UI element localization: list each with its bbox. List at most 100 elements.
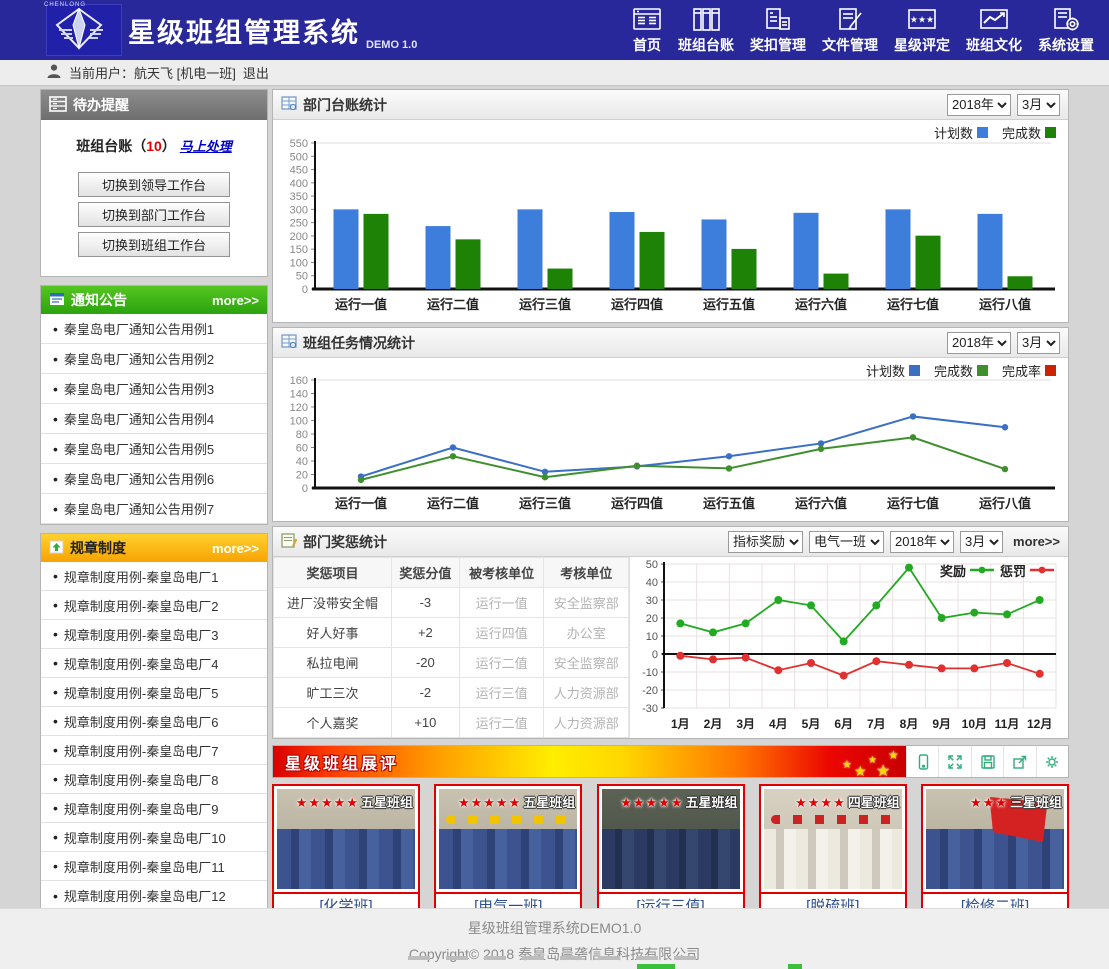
reward-header: 部门奖惩统计 指标奖励 电气一班 2018年 3月 more>> xyxy=(273,527,1068,557)
rules-more-link[interactable]: more>> xyxy=(212,540,259,556)
task-year-select[interactable]: 2018年 xyxy=(947,331,1011,354)
reward-type-select[interactable]: 指标奖励 xyxy=(728,530,804,553)
badge-label: 五星班组 xyxy=(685,795,738,810)
reward-table-header: 考核单位 xyxy=(543,557,629,588)
star-badge: ★★★★★ 五星班组 xyxy=(620,792,737,811)
notice-item[interactable]: • 秦皇岛电厂通知公告用例3 xyxy=(41,374,267,404)
reward-table-cell: 旷工三次 xyxy=(273,677,392,708)
team-card[interactable]: ★★★★★ 五星班组 [运行三值] xyxy=(596,784,745,918)
nav-item-6[interactable]: 班组文化 xyxy=(961,2,1027,58)
team-task-title: 班组任务情况统计 xyxy=(303,334,415,351)
nav-item-3[interactable]: 奖扣管理 xyxy=(745,2,811,58)
rule-item[interactable]: • 规章制度用例-秦皇岛电厂8 xyxy=(41,765,267,794)
notice-item[interactable]: • 秦皇岛电厂通知公告用例6 xyxy=(41,464,267,494)
reward-table-cell: -2 xyxy=(390,677,460,708)
legend-item: 惩罚 xyxy=(1000,561,1054,580)
svg-text:运行五值: 运行五值 xyxy=(703,297,755,312)
svg-text:运行七值: 运行七值 xyxy=(887,297,939,312)
rule-item-label: 规章制度用例-秦皇岛电厂8 xyxy=(63,772,219,788)
bullet-icon: • xyxy=(53,655,58,671)
team-card[interactable]: ★★★★★ 五星班组 [电气一班] xyxy=(434,784,583,918)
reward-table-cell: 好人好事 xyxy=(273,617,392,648)
rule-item[interactable]: • 规章制度用例-秦皇岛电厂7 xyxy=(41,736,267,765)
home-icon xyxy=(632,5,662,35)
nav-item-7[interactable]: 系统设置 xyxy=(1033,2,1099,58)
save-icon[interactable] xyxy=(970,746,1003,777)
ledger-year-select[interactable]: 2018年 xyxy=(947,93,1011,116)
svg-text:60: 60 xyxy=(296,443,308,455)
svg-text:★★★: ★★★ xyxy=(910,15,934,25)
nav-item-1[interactable]: 首页 xyxy=(627,2,667,58)
rule-item[interactable]: • 规章制度用例-秦皇岛电厂11 xyxy=(41,852,267,881)
reward-month-select[interactable]: 3月 xyxy=(960,530,1004,553)
svg-text:250: 250 xyxy=(290,218,308,230)
notice-item-label: 秦皇岛电厂通知公告用例6 xyxy=(63,472,215,487)
logo-diamond-icon xyxy=(55,7,107,52)
rule-item[interactable]: • 规章制度用例-秦皇岛电厂9 xyxy=(41,794,267,823)
switch-workbench-button-1[interactable]: 切换到领导工作台 xyxy=(78,172,230,197)
switch-workbench-button-2[interactable]: 切换到部门工作台 xyxy=(78,202,230,227)
rule-item[interactable]: • 规章制度用例-秦皇岛电厂1 xyxy=(41,562,267,591)
star-rating-icon: ★★★ xyxy=(907,5,937,35)
rule-item[interactable]: • 规章制度用例-秦皇岛电厂4 xyxy=(41,649,267,678)
reward-year-select[interactable]: 2018年 xyxy=(890,530,955,553)
rule-item[interactable]: • 规章制度用例-秦皇岛电厂5 xyxy=(41,678,267,707)
nav-item-5[interactable]: ★★★ 星级评定 xyxy=(889,2,955,58)
notice-item[interactable]: • 秦皇岛电厂通知公告用例5 xyxy=(41,434,267,464)
notice-item[interactable]: • 秦皇岛电厂通知公告用例7 xyxy=(41,494,267,524)
reward-table-cell: 运行三值 xyxy=(458,677,545,708)
badge-label: 四星班组 xyxy=(847,795,900,810)
team-card[interactable]: ★★★★ 四星班组 [脱硫班] xyxy=(758,784,907,918)
handle-now-link[interactable]: 马上处理 xyxy=(179,139,232,154)
rule-item[interactable]: • 规章制度用例-秦皇岛电厂6 xyxy=(41,707,267,736)
rule-item[interactable]: • 规章制度用例-秦皇岛电厂3 xyxy=(41,620,267,649)
bullet-icon: • xyxy=(53,742,58,758)
rule-item[interactable]: • 规章制度用例-秦皇岛电厂12 xyxy=(41,881,267,910)
svg-text:运行八值: 运行八值 xyxy=(979,297,1031,312)
todo-list-icon xyxy=(49,95,67,115)
legend-label: 完成数 xyxy=(1001,126,1041,141)
team-card[interactable]: ★★★★★ 五星班组 [化学班] xyxy=(272,784,420,918)
svg-text:550: 550 xyxy=(290,138,308,150)
logout-link[interactable]: 退出 xyxy=(242,66,269,81)
banner-toolbar xyxy=(906,746,1068,777)
reward-team-select[interactable]: 电气一班 xyxy=(809,530,885,553)
gear-icon[interactable] xyxy=(1035,746,1068,777)
notice-item[interactable]: • 秦皇岛电厂通知公告用例1 xyxy=(41,314,267,344)
rule-item[interactable]: • 规章制度用例-秦皇岛电厂10 xyxy=(41,823,267,852)
nav-item-4[interactable]: 文件管理 xyxy=(817,2,883,58)
task-month-select[interactable]: 3月 xyxy=(1017,331,1060,354)
svg-text:运行七值: 运行七值 xyxy=(887,496,939,511)
svg-text:运行五值: 运行五值 xyxy=(703,496,755,511)
switch-workbench-button-3[interactable]: 切换到班组工作台 xyxy=(78,232,230,257)
bullet-icon: • xyxy=(53,858,58,874)
export-icon[interactable] xyxy=(1003,746,1035,777)
reward-table-cell: 运行二值 xyxy=(458,647,545,678)
svg-text:运行六值: 运行六值 xyxy=(795,496,847,511)
team-card[interactable]: ★★★ 三星班组 [检修二班] xyxy=(921,784,1069,918)
rule-item-label: 规章制度用例-秦皇岛电厂11 xyxy=(63,859,225,875)
reward-body: 奖惩项目 奖惩分值 被考核单位 考核单位 进厂没带安全帽 -3 运行一值 安全监察部 好人好事… xyxy=(273,557,1068,738)
reward-table-row: 个人嘉奖 +10 运行二值 人力资源部 xyxy=(273,707,629,738)
legend-label: 计划数 xyxy=(933,126,973,141)
app-title: 星级班组管理系统 xyxy=(128,17,360,48)
notices-more-link[interactable]: more>> xyxy=(212,292,259,308)
svg-text:运行二值: 运行二值 xyxy=(427,496,479,511)
notice-item[interactable]: • 秦皇岛电厂通知公告用例4 xyxy=(41,404,267,434)
fullscreen-icon[interactable] xyxy=(938,746,970,777)
svg-text:11月: 11月 xyxy=(995,717,1020,731)
mobile-icon[interactable] xyxy=(906,746,938,777)
notice-item[interactable]: • 秦皇岛电厂通知公告用例2 xyxy=(41,344,267,374)
team-task-panel: 班组任务情况统计 2018年 3月 计划数 完成数 完成率 0 20 40 60 80 100… xyxy=(272,327,1069,522)
svg-text:运行一值: 运行一值 xyxy=(335,297,387,312)
reward-table-row: 旷工三次 -2 运行三值 人力资源部 xyxy=(273,677,629,708)
ledger-month-select[interactable]: 3月 xyxy=(1017,93,1060,116)
page-content: 待办提醒 班组台账（10） 马上处理 切换到领导工作台 切换到部门工作台 切换到班组… xyxy=(0,86,1109,919)
svg-text:140: 140 xyxy=(290,389,308,401)
nav-item-2[interactable]: 班组台账 xyxy=(673,2,739,58)
legend-swatch xyxy=(1045,365,1056,376)
todo-panel-body: 班组台账（10） 马上处理 切换到领导工作台 切换到部门工作台 切换到班组工作台 xyxy=(41,120,267,276)
rule-item[interactable]: • 规章制度用例-秦皇岛电厂2 xyxy=(41,591,267,620)
reward-more-link[interactable]: more>> xyxy=(1013,534,1060,549)
svg-text:5月: 5月 xyxy=(802,717,821,731)
